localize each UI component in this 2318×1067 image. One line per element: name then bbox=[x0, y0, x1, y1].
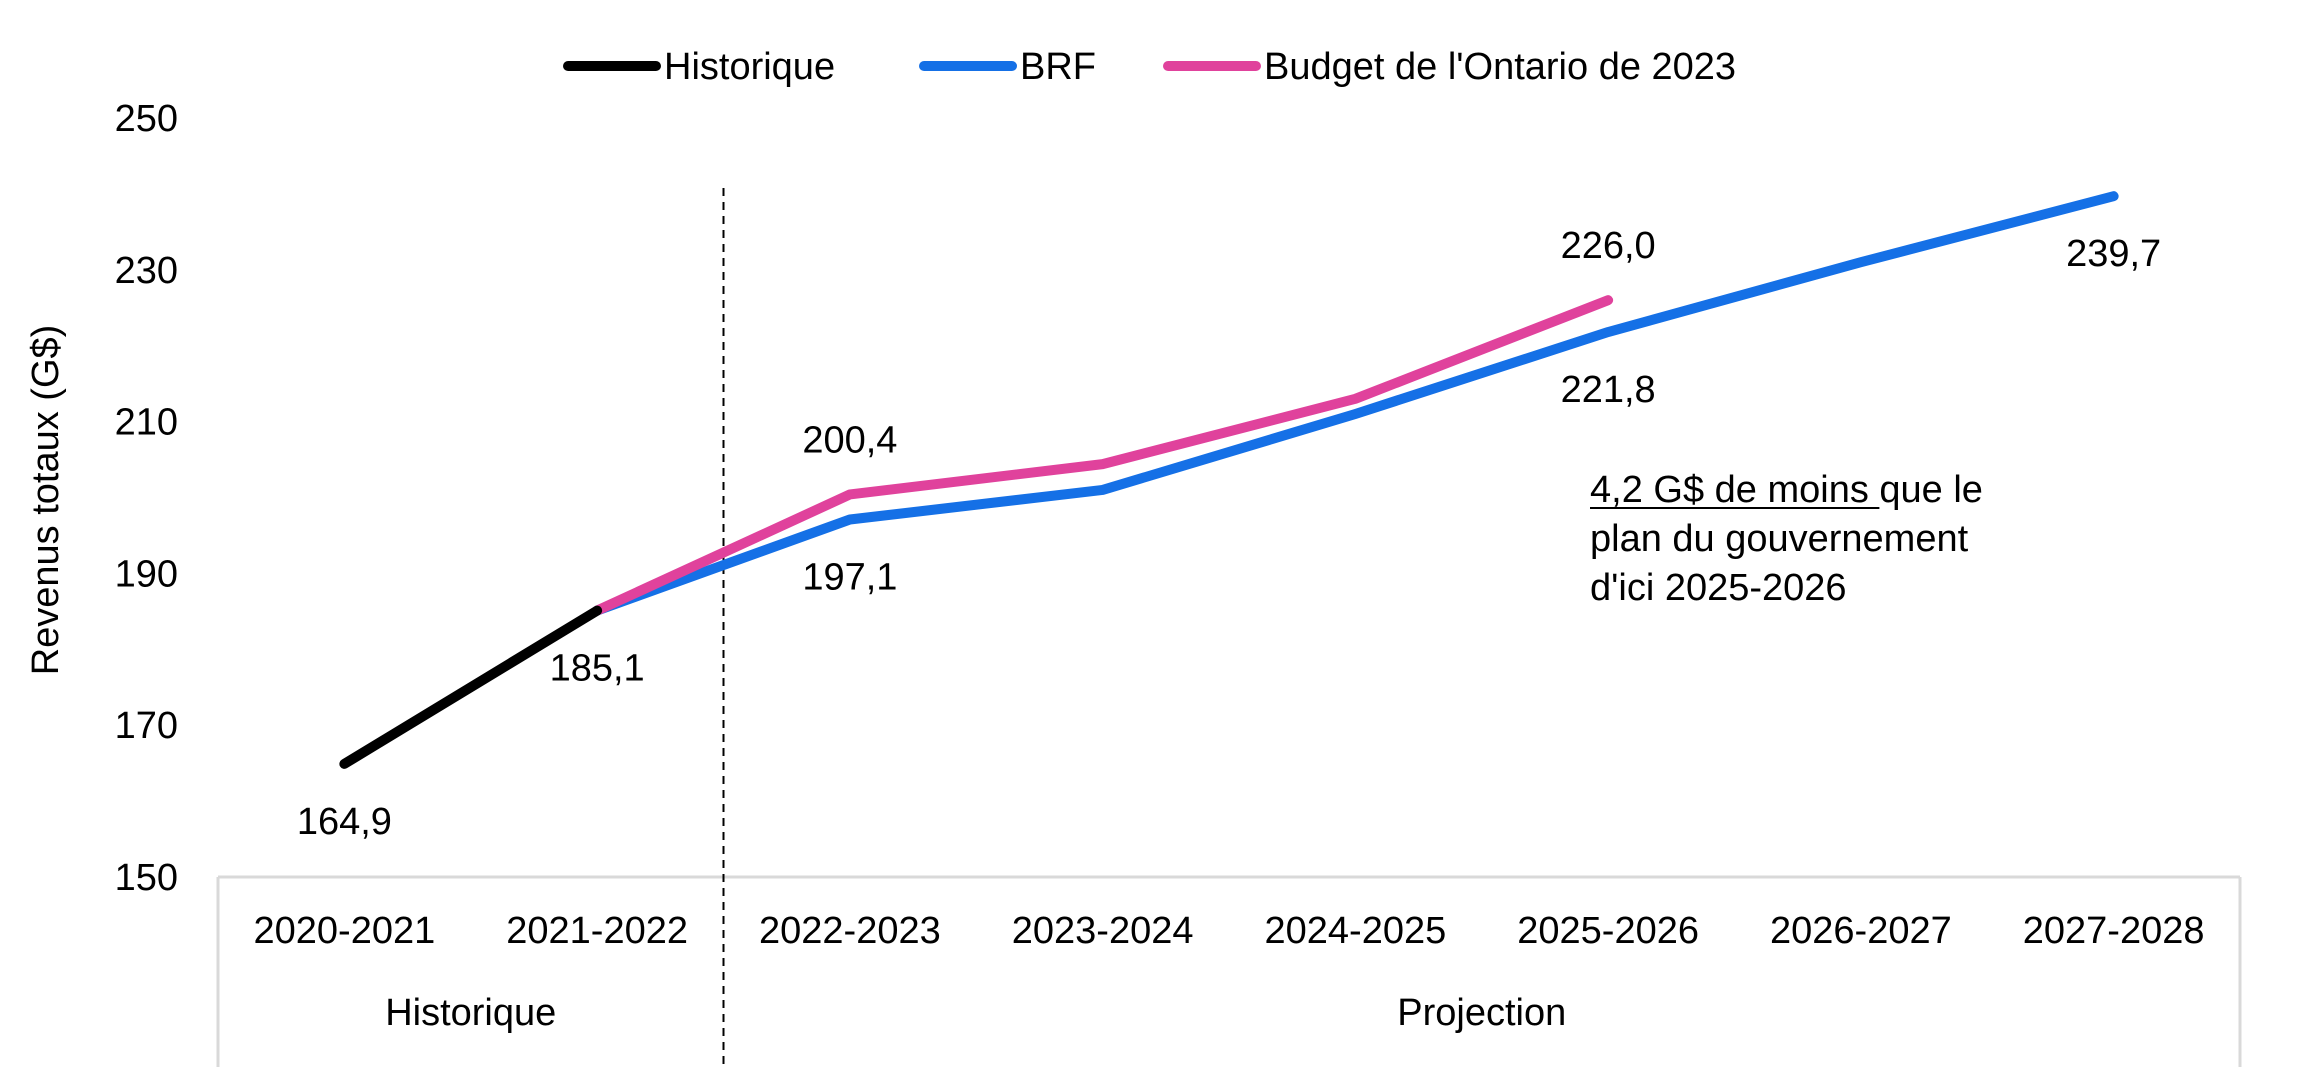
series-lines bbox=[339, 191, 2119, 769]
data-label: 185,1 bbox=[550, 648, 645, 690]
data-label: 164,9 bbox=[297, 801, 392, 843]
annotation-line-3: d'ici 2025-2026 bbox=[1590, 567, 1847, 609]
legend-label: BRF bbox=[1020, 46, 1096, 88]
legend-label: Budget de l'Ontario de 2023 bbox=[1264, 46, 1736, 88]
data-label: 200,4 bbox=[802, 419, 897, 461]
x-category-label: 2024-2025 bbox=[1265, 910, 1447, 952]
series-line-1 bbox=[592, 191, 2119, 616]
data-label: 226,0 bbox=[1561, 225, 1656, 267]
legend-label: Historique bbox=[664, 46, 835, 88]
x-group-label: Historique bbox=[385, 992, 556, 1034]
y-axis-label: Revenus totaux (G$) bbox=[25, 325, 67, 676]
x-category-label: 2020-2021 bbox=[254, 910, 436, 952]
x-category-label: 2027-2028 bbox=[2023, 910, 2205, 952]
x-category-label: 2022-2023 bbox=[759, 910, 941, 952]
data-label: 239,7 bbox=[2066, 233, 2161, 275]
annotation-note: 4,2 G$ de moins que le plan du gouvernem… bbox=[1590, 469, 1983, 609]
x-category-label: 2026-2027 bbox=[1770, 910, 1952, 952]
legend: Historique BRF Budget de l'Ontario de 2023 bbox=[563, 46, 1736, 88]
data-label: 197,1 bbox=[802, 557, 897, 599]
data-label: 221,8 bbox=[1561, 369, 1656, 411]
annotation-line-2: plan du gouvernement bbox=[1590, 518, 1969, 560]
series-line-0 bbox=[339, 605, 603, 769]
y-tick-label-150: 150 bbox=[115, 857, 178, 899]
annotation-underlined: 4,2 G$ de moins bbox=[1590, 469, 1879, 511]
data-labels: 164,9 185,1 200,4 197,1 226,0 221,8 239,7 bbox=[297, 225, 2161, 843]
x-group-label: Projection bbox=[1397, 992, 1566, 1034]
annotation-rest: que le bbox=[1879, 469, 1983, 511]
y-tick-label-210: 210 bbox=[115, 402, 178, 444]
y-tick-label-190: 190 bbox=[115, 553, 178, 595]
y-tick-label-170: 170 bbox=[115, 705, 178, 747]
y-axis-ticks: 150 170 190 210 230 250 bbox=[115, 98, 178, 899]
annotation-line-1: 4,2 G$ de moins que le bbox=[1590, 469, 1983, 511]
x-category-label: 2023-2024 bbox=[1012, 910, 1194, 952]
x-category-label: 2021-2022 bbox=[506, 910, 688, 952]
x-axis: 2020-2021 2021-2022 2022-2023 2023-2024 2024… bbox=[216, 875, 2242, 1067]
y-tick-label-250: 250 bbox=[115, 98, 178, 140]
x-category-label: 2025-2026 bbox=[1517, 910, 1699, 952]
series-line-2 bbox=[592, 295, 1614, 616]
y-tick-label-230: 230 bbox=[115, 250, 178, 292]
